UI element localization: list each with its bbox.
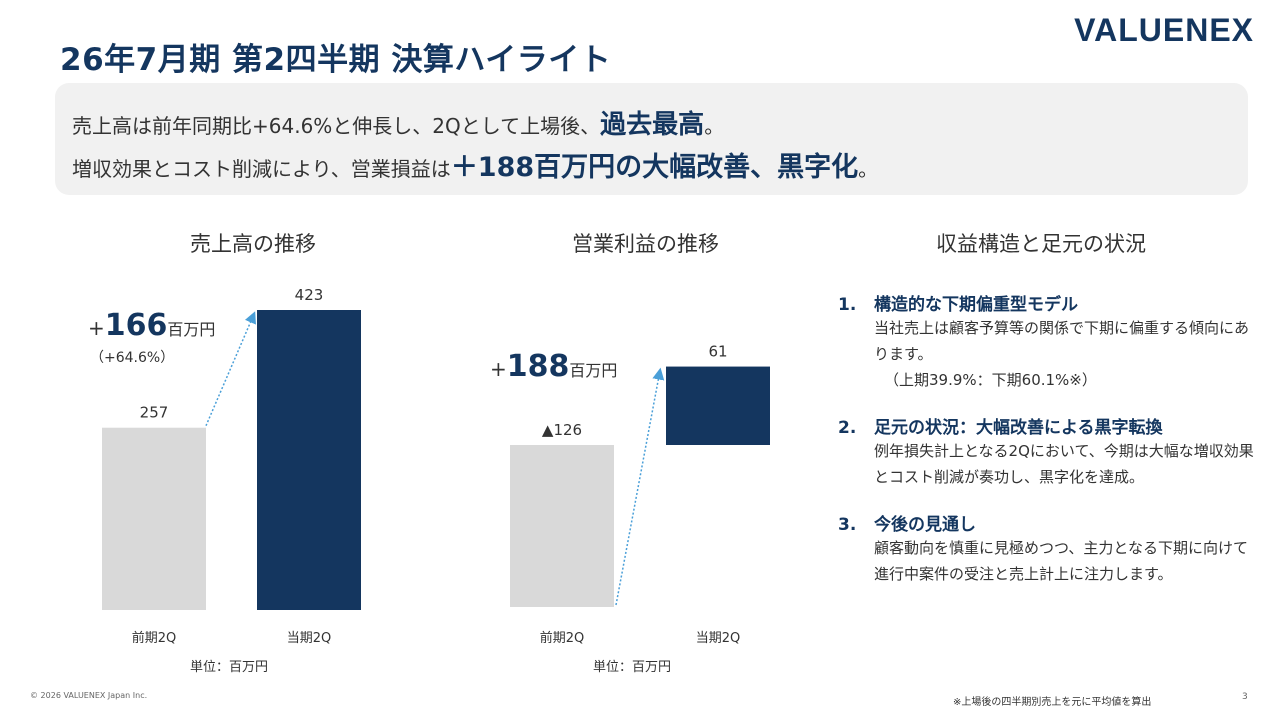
chart-growth-arrow (615, 367, 665, 606)
chart-value-label-2: 61 (708, 343, 727, 361)
profit-delta: +188百万円 (490, 349, 617, 384)
profit-chart: ▲126 61 前期2Q 当期2Q (510, 343, 770, 646)
point-item-3: 3. 今後の見通し 顧客動向を慎重に見極めつつ、主力となる下期に向けて進行中案件の… (838, 510, 1258, 587)
footer-note: ※上場後の四半期別売上を元に平均値を算出 (953, 697, 1152, 708)
point-text-1: 当社売上は顧客予算等の関係で下期に偏重する傾向にあります。 (874, 319, 1250, 363)
point-body-3: 顧客動向を慎重に見極めつつ、主力となる下期に向けて進行中案件の受注と売上計上に注… (874, 535, 1258, 587)
point-text-3: 顧客動向を慎重に見極めつつ、主力となる下期に向けて進行中案件の受注と売上計上に注… (874, 539, 1248, 583)
point-number-2: 2. (838, 418, 857, 438)
point-body-1: 当社売上は顧客予算等の関係で下期に偏重する傾向にあります。 （上期39.9%：下… (874, 315, 1258, 393)
sales-chart: 257 前期2Q 423 当期2Q (102, 286, 361, 646)
point-body-2: 例年損失計上となる2Qにおいて、今期は大幅な増収効果とコスト削減が奏功し、黒字化… (874, 438, 1258, 490)
chart-value-label-1: ▲126 (542, 421, 582, 439)
company-logo: VALUENEX (1074, 12, 1254, 48)
structure-points: 1. 構造的な下期偏重型モデル 当社売上は顧客予算等の関係で下期に偏重する傾向にあ… (838, 290, 1258, 607)
highlight-line-1-emphasis: 過去最高 (600, 110, 705, 140)
highlight-box (55, 83, 1248, 195)
chart-bar-1 (510, 445, 614, 607)
point-item-2: 2. 足元の状況：大幅改善による黒字転換 例年損失計上となる2Qにおいて、今期は大… (838, 413, 1258, 490)
sales-delta-number: 166 (104, 308, 168, 343)
point-title-3: 今後の見通し (874, 515, 976, 535)
point-number-1: 1. (838, 295, 857, 315)
chart-category-label-1: 前期2Q (132, 630, 177, 646)
chart-value-label-2: 423 (295, 286, 324, 304)
chart-bar-2 (257, 310, 361, 610)
page-title: 26年7月期 第2四半期 決算ハイライト (60, 42, 612, 78)
sales-delta-plus: + (88, 316, 105, 340)
point-title-2: 足元の状況：大幅改善による黒字転換 (874, 418, 1163, 438)
point-title-1: 構造的な下期偏重型モデル (874, 295, 1078, 315)
highlight-line-2-emphasis: ＋188百万円の大幅改善、黒字化 (450, 152, 859, 183)
sales-delta-percent: （+64.6%） (90, 350, 175, 366)
point-number-3: 3. (838, 515, 857, 535)
chart-bar-1 (102, 427, 206, 610)
highlight-line-1-suffix: 。 (704, 114, 725, 138)
profit-section-title: 営業利益の推移 (572, 232, 719, 256)
structure-section-title: 収益構造と足元の状況 (936, 232, 1146, 256)
chart-value-label-1: 257 (140, 404, 169, 422)
sales-delta: +166百万円 (88, 308, 215, 343)
chart-category-label-2: 当期2Q (696, 631, 741, 646)
point-heading-2: 2. 足元の状況：大幅改善による黒字転換 (838, 413, 1258, 438)
sales-section-title: 売上高の推移 (190, 232, 316, 256)
footer-copyright: © 2026 VALUENEX Japan Inc. (30, 691, 148, 700)
profit-unit-note: 単位：百万円 (593, 660, 672, 675)
highlight-line-1: 売上高は前年同期比+64.6%と伸長し、2Qとして上場後、過去最高。 (72, 104, 724, 141)
chart-category-label-2: 当期2Q (287, 631, 332, 646)
point-note-1: （上期39.9%：下期60.1%※） (884, 371, 1097, 389)
chart-category-label-1: 前期2Q (540, 630, 585, 646)
highlight-line-2-text: 増収効果とコスト削減により、営業損益は (72, 157, 451, 181)
highlight-line-2: 増収効果とコスト削減により、営業損益は＋188百万円の大幅改善、黒字化。 (72, 145, 878, 184)
chart-growth-arrow (205, 311, 256, 427)
point-heading-3: 3. 今後の見通し (838, 510, 1258, 535)
point-text-2: 例年損失計上となる2Qにおいて、今期は大幅な増収効果とコスト削減が奏功し、黒字化… (874, 442, 1254, 486)
point-heading-1: 1. 構造的な下期偏重型モデル (838, 290, 1258, 315)
page-number: 3 (1242, 692, 1248, 702)
chart-bar-2 (666, 366, 770, 445)
profit-delta-unit: 百万円 (569, 361, 618, 380)
highlight-line-1-text: 売上高は前年同期比+64.6%と伸長し、2Qとして上場後、 (72, 114, 601, 138)
point-item-1: 1. 構造的な下期偏重型モデル 当社売上は顧客予算等の関係で下期に偏重する傾向にあ… (838, 290, 1258, 393)
highlight-line-2-suffix: 。 (858, 157, 879, 181)
sales-unit-note: 単位：百万円 (190, 660, 269, 675)
profit-delta-plus: + (490, 357, 507, 381)
sales-delta-unit: 百万円 (167, 320, 216, 339)
profit-delta-number: 188 (506, 349, 570, 384)
